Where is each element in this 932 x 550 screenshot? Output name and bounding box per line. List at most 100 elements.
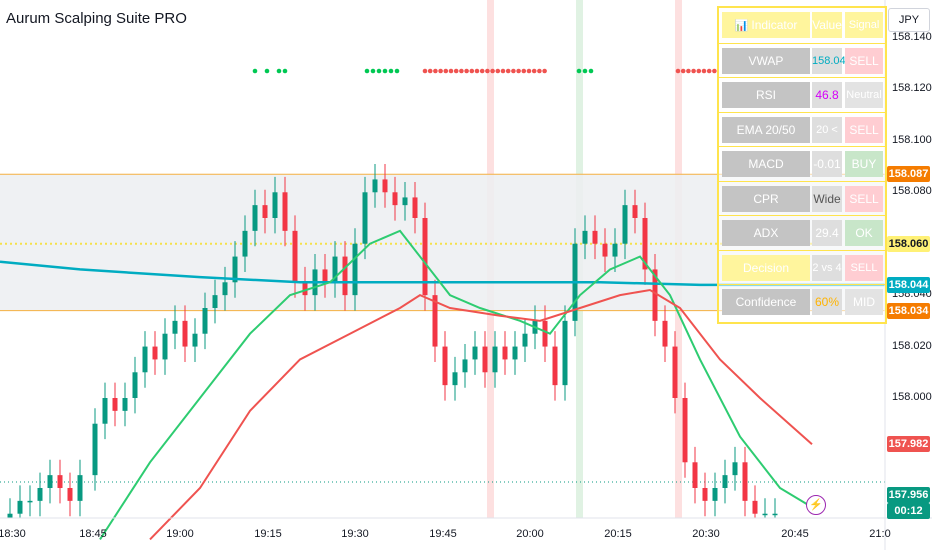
signal-dot xyxy=(479,68,485,74)
price-tag: 157.982 xyxy=(887,436,930,453)
signal-dot xyxy=(252,68,258,74)
candle xyxy=(562,320,568,386)
signal-dot xyxy=(701,68,707,74)
signal-dot xyxy=(453,68,459,74)
candle xyxy=(132,372,138,398)
candle xyxy=(672,346,678,398)
panel-indicator-name: Decision xyxy=(722,254,810,281)
candle xyxy=(382,179,388,193)
candle xyxy=(552,346,558,386)
candle xyxy=(92,423,98,476)
signal-dot xyxy=(459,68,464,74)
candle xyxy=(752,500,758,514)
candle xyxy=(592,230,598,244)
panel-indicator-value: -0.01 xyxy=(812,151,842,177)
signal-dot xyxy=(686,68,691,74)
candle xyxy=(322,269,328,283)
candle xyxy=(652,269,658,321)
candle xyxy=(492,346,498,373)
signal-dot xyxy=(521,68,527,74)
candle xyxy=(112,398,118,411)
vwap-line xyxy=(0,260,885,287)
time-tick-label: 19:30 xyxy=(341,528,369,540)
panel-signal: Signal xyxy=(845,12,883,38)
candle xyxy=(402,197,408,206)
candle xyxy=(372,179,378,193)
price-tick-label: 158.000 xyxy=(892,391,932,403)
panel-indicator-name: VWAP xyxy=(722,47,810,74)
candle xyxy=(702,488,708,501)
panel-indicator-name: MACD xyxy=(722,151,810,177)
signal-dot xyxy=(370,68,376,74)
price-tag: 157.956 xyxy=(887,487,930,503)
candle xyxy=(122,398,128,411)
ema50-line xyxy=(149,288,813,541)
candle xyxy=(772,513,778,516)
panel-header-label: Indicator xyxy=(751,18,798,32)
signal-dot xyxy=(500,68,506,74)
candle xyxy=(17,500,23,514)
signal-dot xyxy=(464,68,469,74)
candle xyxy=(77,475,83,501)
candle xyxy=(302,282,308,296)
signal-dot xyxy=(427,68,433,74)
candle xyxy=(632,205,638,218)
candle xyxy=(27,500,33,503)
candle xyxy=(342,256,348,296)
candle xyxy=(542,320,548,347)
price-tag: 158.044 xyxy=(887,276,930,293)
price-tick-label: 158.120 xyxy=(892,82,932,95)
panel-row: ADX 29.4 OK xyxy=(719,215,885,250)
panel-header-row: 📊 Indicator Value Signal xyxy=(719,8,885,42)
panel-signal: SELL Bias xyxy=(845,254,883,300)
candle xyxy=(362,192,368,244)
candle xyxy=(512,346,518,360)
panel-indicator-name: ADX xyxy=(722,220,810,246)
signal-dot xyxy=(376,68,382,74)
signal-dot xyxy=(264,68,270,74)
candle xyxy=(682,398,688,463)
panel-indicator-value: Value xyxy=(812,12,842,38)
time-tick-label: 19:00 xyxy=(166,528,194,540)
panel-signal: SELL xyxy=(845,116,883,143)
candle xyxy=(452,372,458,386)
signal-dot xyxy=(490,68,495,74)
panel-row: VWAP 158.04 SELL xyxy=(719,42,885,78)
price-tick-label: 158.100 xyxy=(892,133,932,146)
panel-indicator-name: EMA 20/50 xyxy=(722,116,810,143)
candle xyxy=(332,256,338,283)
signal-dot xyxy=(282,68,288,74)
signal-dot xyxy=(680,68,686,74)
signal-dot xyxy=(422,68,428,74)
candle xyxy=(37,488,43,501)
candle xyxy=(172,320,178,334)
candle xyxy=(522,333,528,347)
candle xyxy=(212,295,218,308)
candle xyxy=(7,513,13,518)
signal-dot xyxy=(691,68,696,74)
signal-dot xyxy=(531,68,537,74)
time-tick-label: 18:45 xyxy=(79,528,107,540)
signal-dot xyxy=(526,68,532,74)
signal-dot xyxy=(576,68,582,74)
candle xyxy=(57,475,63,488)
panel-signal: MID xyxy=(845,289,883,315)
candle xyxy=(472,346,478,360)
candle xyxy=(642,218,648,270)
candle xyxy=(462,359,468,373)
signal-dot xyxy=(443,68,449,74)
candle xyxy=(662,320,668,347)
alert-lightning-icon[interactable]: ⚡ xyxy=(806,495,826,515)
panel-indicator-name: 📊 Indicator xyxy=(722,12,810,38)
signal-dot xyxy=(469,68,475,74)
time-tick-label: 20:30 xyxy=(692,528,720,540)
candle xyxy=(262,205,268,218)
price-tag: 158.087 xyxy=(887,166,930,183)
candle xyxy=(442,346,448,386)
candle xyxy=(502,346,508,360)
price-tick-label: 158.080 xyxy=(892,185,932,198)
candle xyxy=(722,475,728,488)
candle xyxy=(392,192,398,206)
currency-selector[interactable]: JPY xyxy=(888,8,930,32)
